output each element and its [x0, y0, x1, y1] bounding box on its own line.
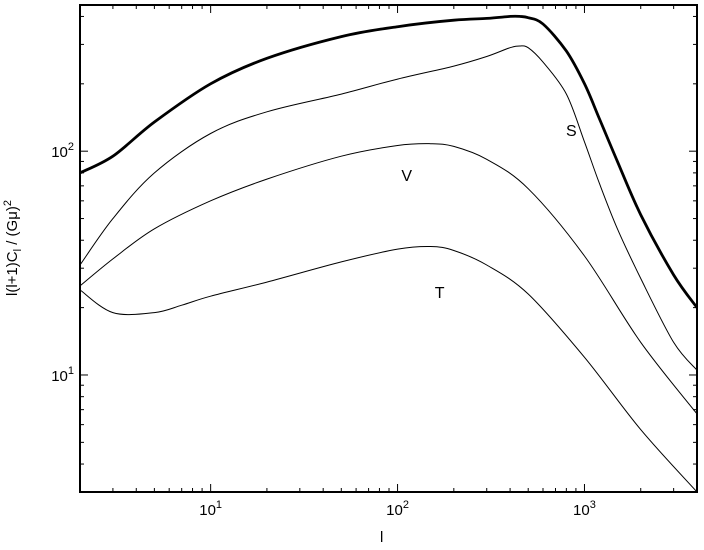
y-axis-label-sub: l [12, 248, 24, 252]
series-line-V [79, 143, 698, 415]
series-label-V: V [401, 168, 412, 185]
x-tick-label: 102 [386, 499, 409, 519]
series-label-S: S [566, 123, 577, 140]
y-axis-label-post: ) [4, 206, 21, 212]
series-line-total [79, 14, 699, 309]
series-line-S [79, 45, 698, 371]
x-tick-label: 101 [199, 499, 222, 519]
y-axis-label-mu: μ [4, 211, 21, 220]
y-axis-label-sup: 2 [2, 200, 14, 207]
x-axis-label: l [380, 529, 384, 546]
y-axis-label: l(l+1)Cl / (Gμ)2 [2, 0, 24, 550]
plot-frame [79, 4, 698, 493]
y-axis-label-mid: / (G [4, 219, 21, 249]
y-tick-label: 101 [51, 365, 74, 385]
y-tick-label: 102 [51, 141, 74, 161]
series-label-T: T [435, 285, 445, 302]
y-axis-label-pre: l(l+1)C [4, 251, 21, 296]
series-line-T [79, 245, 698, 493]
x-tick-label: 103 [573, 499, 596, 519]
